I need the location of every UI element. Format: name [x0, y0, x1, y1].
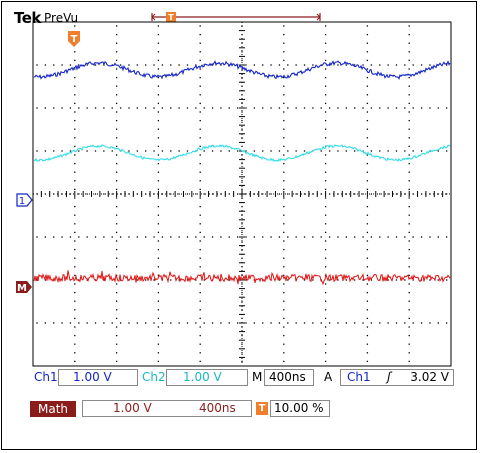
math-timebase: 400ns	[199, 401, 236, 415]
timebase-value[interactable]: 400ns	[264, 369, 314, 386]
math-ground-marker[interactable]: M	[16, 281, 32, 294]
math-scale: 1.00 V	[113, 401, 152, 415]
ch1-ground-label: 1	[19, 196, 25, 207]
trigger-position-marker[interactable]: T	[68, 31, 80, 47]
math-ground-label: M	[17, 283, 27, 294]
acquisition-label: A	[324, 370, 333, 384]
trigger-readout[interactable]: Ch1 ʃ 3.02 V	[340, 369, 454, 386]
trigger-position-percent[interactable]: 10.00 %	[270, 400, 330, 417]
trigger-position-value: 10.00 %	[274, 401, 324, 415]
math-readout[interactable]: 1.00 V 400ns	[82, 400, 252, 417]
trigger-level: 3.02 V	[410, 370, 449, 384]
ch1-ground-marker[interactable]: 1	[16, 193, 33, 207]
math-waveform	[33, 270, 451, 286]
record-bar: T	[151, 12, 321, 22]
trigger-record-label: T	[168, 13, 174, 22]
ch2-scale[interactable]: 1.00 V	[166, 369, 248, 386]
ch1-scale[interactable]: 1.00 V	[58, 369, 138, 386]
trigger-slope-icon: ʃ	[387, 370, 392, 384]
trigger-record-icon	[166, 12, 176, 22]
ch1-label: Ch1	[34, 370, 58, 384]
graticule-grid	[32, 21, 451, 366]
timebase-label: M	[252, 370, 263, 384]
ch2-waveform	[33, 143, 451, 162]
trigger-position-label: T	[71, 34, 78, 45]
trigger-source: Ch1	[347, 370, 371, 384]
trigger-position-icon: T	[256, 402, 268, 415]
ch2-label: Ch2	[142, 370, 166, 384]
ch1-waveform	[33, 60, 451, 81]
math-label[interactable]: Math	[30, 401, 76, 417]
